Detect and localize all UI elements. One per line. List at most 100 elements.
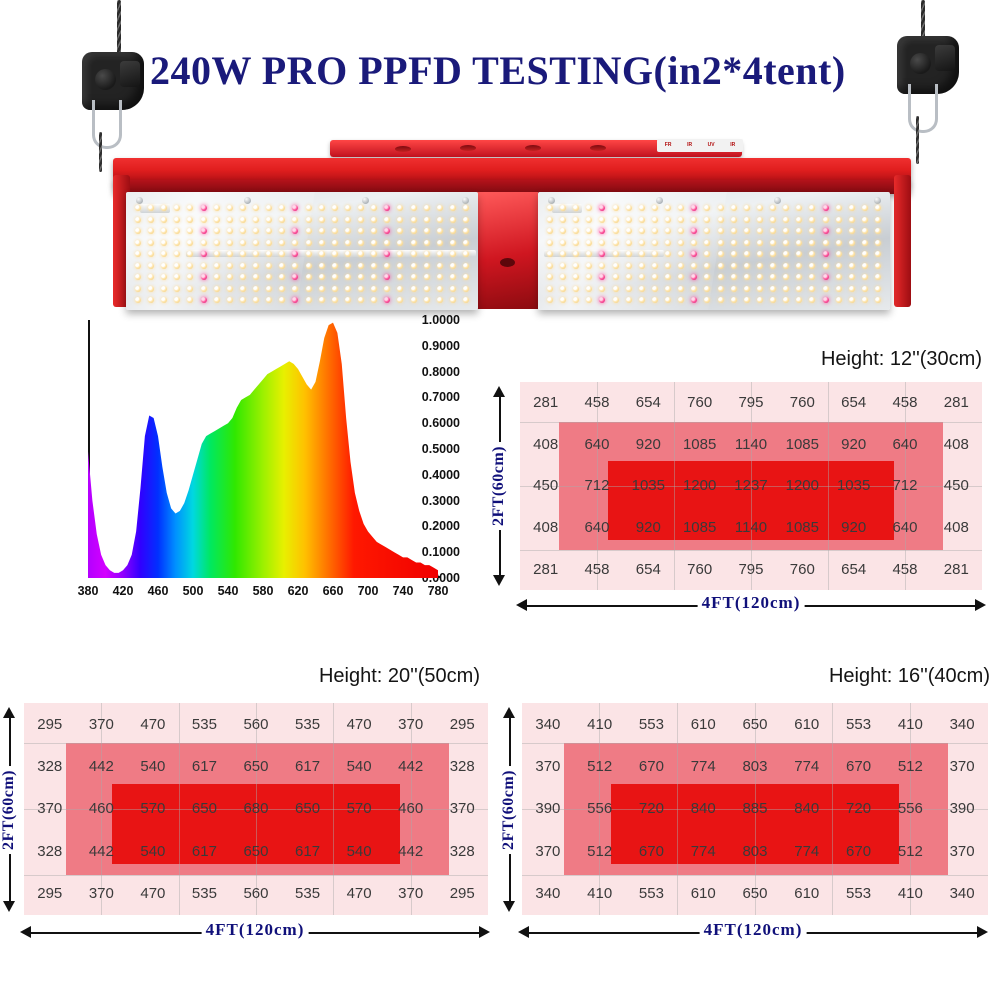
led-diode-white <box>875 251 881 257</box>
ppfd-cell: 610 <box>794 885 820 903</box>
led-diode-white <box>822 216 829 223</box>
arrow-down-icon <box>503 901 515 912</box>
ppfd-cell: 408 <box>533 519 559 537</box>
led-diode-red <box>691 205 698 211</box>
ppfd-cell: 370 <box>88 715 114 733</box>
ppfd-cell: 410 <box>897 885 923 903</box>
led-diode-white <box>135 285 141 292</box>
led-diode-red <box>292 228 299 234</box>
led-diode-white <box>148 251 155 257</box>
led-diode-white <box>226 239 233 246</box>
fixture-main-bar-lower <box>113 180 911 194</box>
led-diode-white <box>835 285 842 292</box>
led-diode-white <box>305 262 312 269</box>
led-diode-white <box>783 274 790 280</box>
ppfd-cell: 1085 <box>785 519 819 537</box>
ppfd-cell: 570 <box>140 800 166 818</box>
grid-line-h <box>520 486 982 487</box>
ppfd-cell: 617 <box>295 758 321 776</box>
ppfd-value-grid: 295 370 470 535 560 535 470 370 295 328 442 540 617 6… <box>24 703 488 915</box>
led-diode-white <box>161 251 168 257</box>
spectrum-switch-panel[interactable]: FR IR UV IR <box>657 139 743 152</box>
led-diode-white <box>547 297 553 303</box>
led-diode-white <box>436 297 443 303</box>
led-diode-white <box>371 297 378 303</box>
led-diode-white <box>135 216 141 223</box>
led-diode-white <box>174 274 181 280</box>
spectrum-chart: 0.0000 0.1000 0.2000 0.3000 0.4000 0.5000 0.60… <box>30 312 460 598</box>
led-diode-white <box>730 228 737 234</box>
ppfd-cell: 295 <box>449 715 475 733</box>
led-diode-white <box>135 274 141 280</box>
led-diode-white <box>226 274 233 280</box>
led-diode-white <box>861 274 868 280</box>
led-diode-white <box>638 239 645 246</box>
led-diode-white <box>625 297 632 303</box>
led-diode-red <box>200 228 207 234</box>
ppfd-cell: 640 <box>892 519 918 537</box>
led-diode-white <box>809 285 816 292</box>
grid-line-v <box>333 703 335 915</box>
led-diode-white <box>638 216 645 223</box>
led-diode-white <box>371 274 378 280</box>
arrow-left-icon <box>516 599 527 611</box>
led-diode-white <box>436 228 443 234</box>
led-diode-white <box>239 228 246 234</box>
led-diode-white <box>148 228 155 234</box>
led-diode-white <box>730 274 737 280</box>
led-diode-white <box>318 285 325 292</box>
led-diode-white <box>371 239 378 246</box>
ppfd-height-label: Height: 20''(50cm) <box>318 665 480 687</box>
led-diode-white <box>665 285 672 292</box>
led-diode-white <box>625 228 632 234</box>
led-diode-white <box>358 262 365 269</box>
led-diode-white <box>161 205 168 211</box>
led-diode-white <box>344 285 351 292</box>
ppfd-heatmap: 281 458 654 760 795 760 654 458 281 408 640 920 1085… <box>520 382 982 590</box>
led-diode-white <box>279 251 286 257</box>
led-diode-white <box>318 205 325 211</box>
grid-line-v <box>596 382 598 590</box>
led-diode-white <box>200 216 207 223</box>
led-diode-white <box>226 251 233 257</box>
led-diode-white <box>463 216 469 223</box>
x-axis-tick-label: 420 <box>112 584 134 598</box>
y-axis-tick-label: 0.8000 <box>421 364 460 379</box>
x-axis-tick-label: 620 <box>287 584 309 598</box>
led-diode-white <box>796 228 803 234</box>
led-diode-white <box>691 239 698 246</box>
ppfd-zone-core <box>607 461 895 541</box>
led-diode-white <box>358 285 365 292</box>
led-diode-white <box>586 216 593 223</box>
led-diode-white <box>148 262 155 269</box>
ppfd-cell: 458 <box>892 560 918 578</box>
led-diode-red <box>384 297 391 303</box>
ppfd-cell: 920 <box>841 435 867 453</box>
led-diode-white <box>547 274 553 280</box>
ppfd-cell: 640 <box>584 519 610 537</box>
led-diode-white <box>174 228 181 234</box>
board-screw-icon <box>656 197 663 204</box>
led-diode-white <box>638 251 645 257</box>
led-diode-white <box>730 251 737 257</box>
led-diode-white <box>796 251 803 257</box>
led-diode-white <box>770 251 777 257</box>
led-diode-red <box>691 297 698 303</box>
led-diode-white <box>651 274 658 280</box>
led-diode-red <box>292 205 299 211</box>
led-diode-white <box>756 216 763 223</box>
switch-label-fr: FR <box>664 142 672 148</box>
led-diode-white <box>756 274 763 280</box>
led-diode-white <box>704 216 711 223</box>
ppfd-cell: 535 <box>295 885 321 903</box>
led-diode-white <box>560 251 567 257</box>
led-diode-white <box>174 205 181 211</box>
ppfd-cell: 553 <box>846 885 872 903</box>
led-diode-white <box>239 297 246 303</box>
led-diode-white <box>358 297 365 303</box>
led-diode-white <box>463 228 469 234</box>
led-diode-white <box>384 216 391 223</box>
led-diode-white <box>717 297 724 303</box>
led-diode-red <box>599 205 606 211</box>
ppfd-cell: 328 <box>37 842 63 860</box>
